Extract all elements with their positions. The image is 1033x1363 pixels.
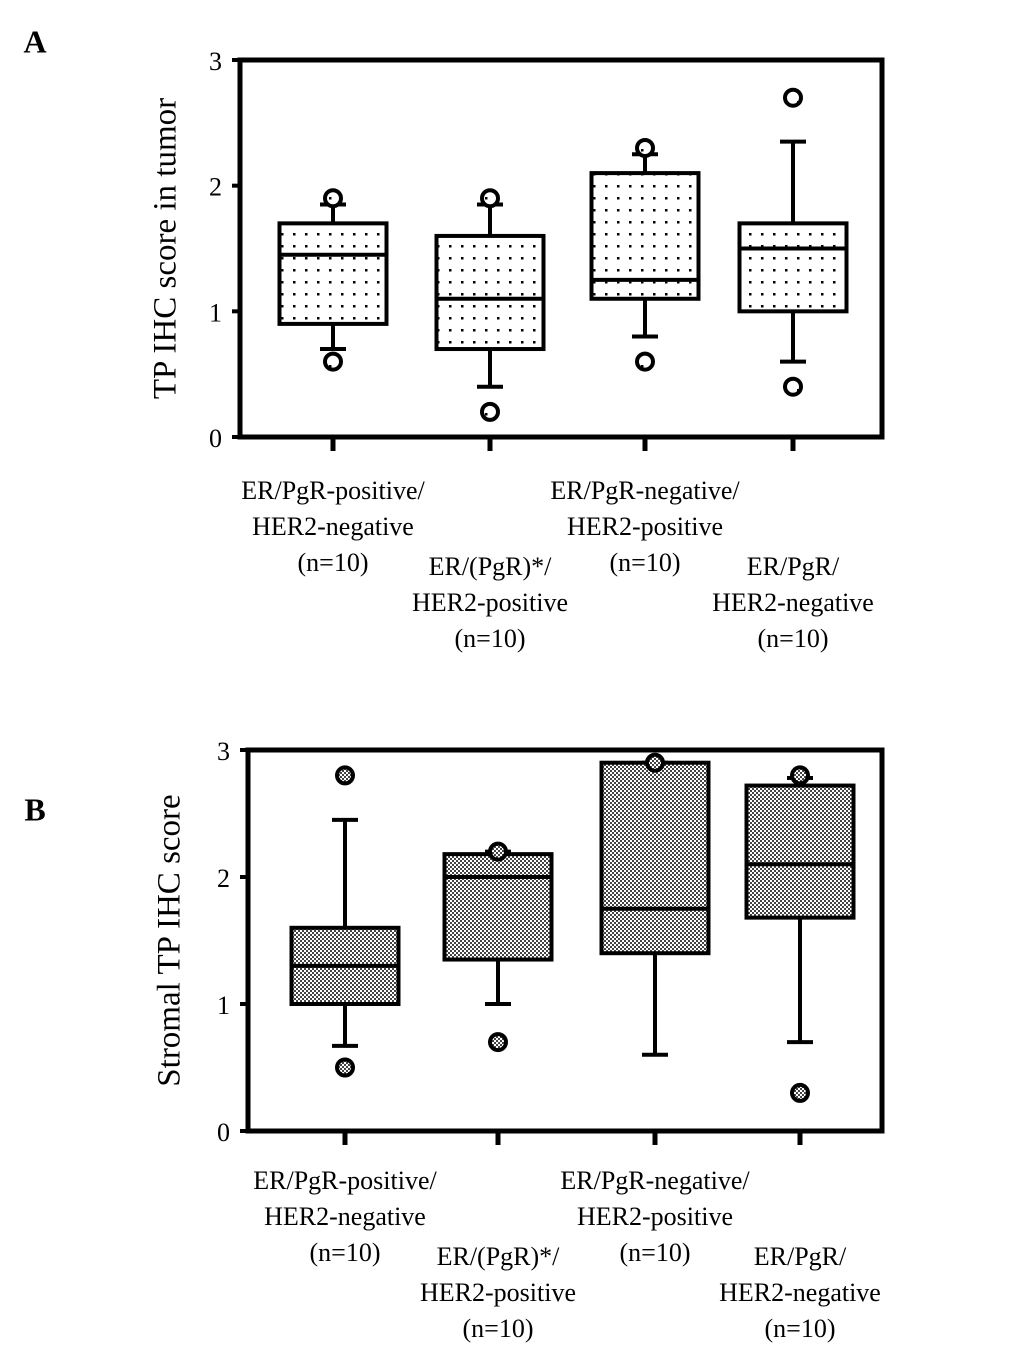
outlier [488,841,508,862]
x-tick-label: (n=10) [463,1314,534,1343]
x-tick-label: HER2-negative [712,588,874,617]
x-tick-label: ER/(PgR)*/ [437,1242,561,1271]
outlier [480,401,500,422]
x-tick-label: HER2-positive [412,588,568,617]
box [434,233,546,352]
x-tick-label: HER2-positive [420,1278,576,1307]
plot-frame [237,57,885,440]
plot-frame [245,747,885,1134]
x-tick-label: (n=10) [758,624,829,653]
outlier [335,1057,355,1078]
y-tick-label: 3 [209,47,222,76]
y-axis-title: Stromal TP IHC score [152,794,188,1086]
outlier [480,188,500,209]
y-tick-label: 0 [217,1118,230,1147]
x-tick-label: ER/PgR/ [747,552,840,581]
outlier [645,752,665,773]
x-tick-label: HER2-negative [264,1202,426,1231]
x-tick-label: ER/(PgR)*/ [429,552,553,581]
box [277,221,389,326]
y-tick-label: 0 [209,424,222,453]
x-tick-label: HER2-negative [719,1278,881,1307]
x-tick-label: (n=10) [298,548,369,577]
box [589,171,701,301]
y-tick-label: 2 [217,864,230,893]
y-tick-label: 2 [209,173,222,202]
x-tick-label: ER/PgR-negative/ [560,1166,750,1195]
x-tick-label: HER2-positive [567,512,723,541]
x-tick-label: ER/PgR-positive/ [241,476,425,505]
x-tick-label: (n=10) [310,1238,381,1267]
outlier [783,87,803,108]
box [737,221,849,314]
outlier [488,1032,508,1053]
outlier [323,188,343,209]
box [744,783,856,920]
x-tick-label: ER/PgR-positive/ [253,1166,437,1195]
outlier [323,351,343,372]
y-tick-label: 1 [217,991,230,1020]
outlier [335,765,355,786]
x-tick-label: (n=10) [765,1314,836,1343]
y-tick-label: 1 [209,298,222,327]
panel-label: A [23,23,46,59]
x-tick-label: (n=10) [455,624,526,653]
outlier [635,351,655,372]
outlier [790,765,810,786]
x-tick-label: HER2-negative [252,512,414,541]
panel-label: B [24,791,45,827]
x-tick-label: HER2-positive [577,1202,733,1231]
outlier [635,137,655,158]
x-tick-label: (n=10) [610,548,681,577]
x-tick-label: (n=10) [620,1238,691,1267]
x-tick-label: ER/PgR/ [754,1242,847,1271]
x-tick-label: ER/PgR-negative/ [550,476,740,505]
outlier [790,1082,810,1103]
box [442,852,554,962]
y-axis-title: TP IHC score in tumor [148,98,184,399]
box [599,760,711,956]
y-tick-label: 3 [217,737,230,766]
outlier [783,376,803,397]
